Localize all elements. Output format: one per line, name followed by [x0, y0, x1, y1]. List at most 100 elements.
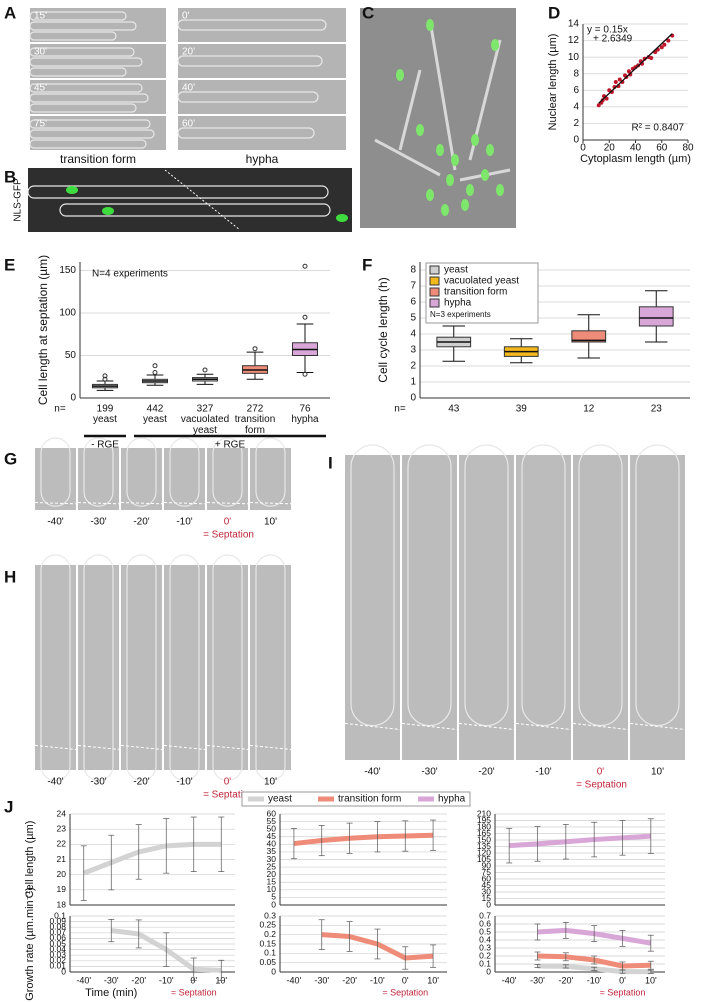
septum-guide — [120, 502, 163, 505]
time-label: -10' — [535, 767, 551, 778]
y-tick-label: 0.02 — [49, 955, 66, 965]
y-tick-label: 0.05 — [259, 957, 276, 967]
panel-label: D — [548, 3, 560, 22]
cell-outline — [29, 139, 147, 149]
annotation: N=3 experiments — [430, 310, 491, 319]
septum-guide — [77, 502, 120, 505]
cell-outline — [177, 91, 319, 103]
panel-label: I — [328, 453, 333, 472]
point — [617, 77, 622, 82]
r-squared: R² = 0.8407 — [631, 123, 684, 134]
x-tick-label: yeast — [143, 414, 167, 425]
septum-guide — [163, 744, 206, 750]
micrograph — [78, 448, 119, 510]
y-tick-label: 4 — [410, 329, 416, 340]
septum-guide — [120, 744, 163, 750]
cell-outline — [255, 554, 286, 782]
cell-outline — [177, 55, 323, 67]
micrograph — [459, 455, 514, 760]
cell-outline — [177, 19, 327, 31]
frame-time: 45' — [34, 83, 47, 94]
y-axis-label: Cell length (µm) — [24, 821, 36, 899]
cell-outline — [464, 444, 509, 727]
y-tick-label: 24 — [57, 808, 67, 818]
equation: y = 0.15x — [587, 25, 628, 36]
n-value: 39 — [516, 404, 528, 415]
y-tick-label: 75 — [482, 867, 492, 877]
y-tick-label: 2 — [573, 118, 579, 129]
y-tick-label: 0.2 — [264, 929, 276, 939]
y-tick-label: 0 — [573, 135, 579, 146]
micrograph — [164, 565, 205, 770]
septum-guide — [515, 722, 572, 730]
y-tick-label: 60 — [482, 873, 492, 883]
outlier — [102, 376, 108, 382]
y-tick-label: 20 — [267, 869, 277, 879]
micrograph — [178, 80, 346, 114]
y-tick-label: 0.1 — [54, 910, 66, 920]
y-tick-label: 0 — [70, 393, 76, 404]
micrograph — [345, 455, 400, 760]
septation-note: = Septation — [382, 987, 428, 997]
nucleus — [441, 204, 449, 216]
nucleus — [436, 144, 444, 156]
septum-guide — [77, 744, 120, 750]
y-tick-label: 50 — [267, 823, 277, 833]
micrograph — [630, 455, 685, 760]
micrograph — [78, 565, 119, 770]
x-tick-label: 10' — [427, 975, 439, 985]
x-tick-label: -20' — [342, 975, 357, 985]
septation-note: = Septation — [576, 780, 627, 791]
micrograph — [250, 448, 291, 510]
nucleus — [66, 186, 78, 194]
y-axis-label: Cell cycle length (h) — [376, 277, 390, 382]
y-tick-label: 6 — [410, 297, 416, 308]
y-tick-label: 14 — [568, 19, 580, 30]
y-tick-label: 55 — [267, 816, 277, 826]
outlier — [202, 367, 208, 373]
cell-outline — [40, 437, 71, 507]
y-tick-label: 0 — [61, 966, 66, 976]
y-tick-label: 0.1 — [264, 948, 276, 958]
x-tick-label: 80 — [682, 143, 694, 154]
y-tick-label: 3 — [410, 345, 416, 356]
legend-box — [241, 791, 471, 807]
n-value: 12 — [583, 404, 595, 415]
cell-outline — [521, 444, 566, 727]
y-tick-label: 0 — [410, 393, 416, 404]
outlier — [302, 263, 308, 269]
point — [626, 69, 631, 74]
cell-outline — [126, 554, 157, 782]
outlier — [152, 370, 158, 375]
y-tick-label: 0.04 — [49, 944, 66, 954]
n-value: 199 — [97, 404, 114, 415]
hypha-outline — [398, 69, 422, 151]
point — [642, 56, 647, 61]
legend-entry: vacuolated yeast — [444, 276, 519, 287]
n-label: n= — [54, 404, 66, 415]
nucleus — [426, 19, 434, 31]
y-tick-label: 25 — [267, 861, 277, 871]
cell-outline — [29, 119, 151, 129]
nucleus — [461, 199, 469, 211]
cell-outline — [29, 31, 117, 41]
y-tick-label: 0.7 — [479, 910, 491, 920]
equation: + 2.6349 — [593, 34, 633, 45]
point — [596, 103, 601, 108]
micrograph — [30, 116, 166, 150]
nucleus — [486, 144, 494, 156]
frame-time: 30' — [34, 47, 47, 58]
legend-box — [425, 262, 539, 324]
legend-entry: transition form — [444, 287, 507, 298]
frame-time: 20' — [182, 47, 195, 58]
time-label: -40' — [47, 777, 63, 788]
micrograph — [178, 116, 346, 150]
y-tick-label: 60 — [267, 808, 277, 818]
time-label: -20' — [133, 517, 149, 528]
group-label: - RGE — [91, 440, 119, 451]
nucleus — [446, 174, 454, 186]
cell-outline — [29, 129, 155, 139]
point — [649, 55, 654, 60]
micrograph — [516, 455, 571, 760]
